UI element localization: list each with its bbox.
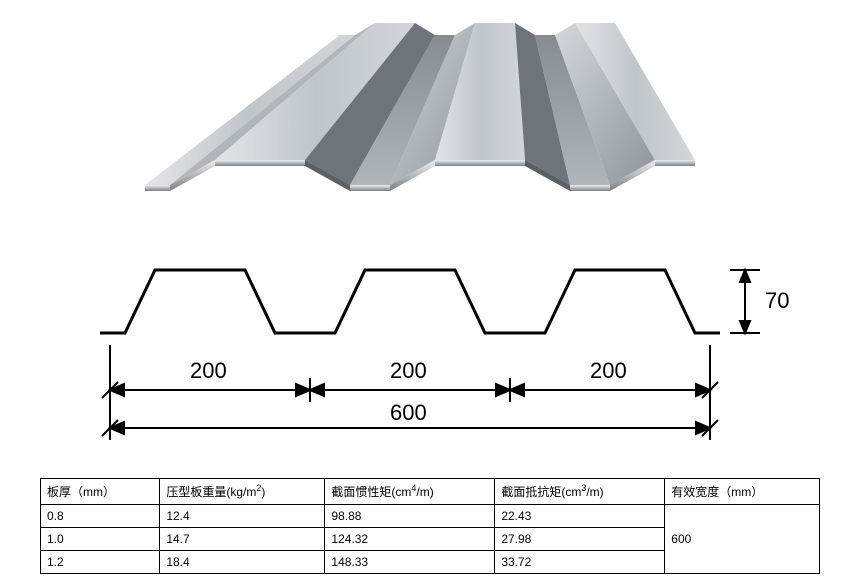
cell-weight: 12.4 [160,505,325,528]
dim-total-label: 600 [390,400,427,425]
cell-effective-width: 600 [665,505,820,574]
profile-outline [100,270,720,333]
cell-weight: 18.4 [160,551,325,574]
deck-3d [145,23,695,191]
cell-inertia: 124.32 [325,528,495,551]
col-section-modulus: 截面抵抗矩(cm3/m) [495,479,665,505]
profile-area: 70 200 200 200 [0,260,862,460]
table-row: 0.8 12.4 98.88 22.43 600 [41,505,820,528]
col-thickness: 板厚（mm） [41,479,160,505]
table-header-row: 板厚（mm） 压型板重量(kg/m2) 截面惯性矩(cm4/m) 截面抵抗矩(c… [41,479,820,505]
spec-table: 板厚（mm） 压型板重量(kg/m2) 截面惯性矩(cm4/m) 截面抵抗矩(c… [40,478,820,574]
profile-svg: 70 200 200 200 [80,260,800,470]
render-3d-svg [140,15,700,255]
col-weight: 压型板重量(kg/m2) [160,479,325,505]
col-effective-width: 有效宽度（mm） [665,479,820,505]
cell-thickness: 0.8 [41,505,160,528]
cell-modulus: 27.98 [495,528,665,551]
dim-pitch-2: 200 [390,358,427,383]
dim-pitch-1: 200 [190,358,227,383]
cell-thickness: 1.2 [41,551,160,574]
cell-modulus: 22.43 [495,505,665,528]
cell-inertia: 148.33 [325,551,495,574]
col-moment-inertia: 截面惯性矩(cm4/m) [325,479,495,505]
spec-table-area: 板厚（mm） 压型板重量(kg/m2) 截面惯性矩(cm4/m) 截面抵抗矩(c… [40,478,820,574]
dim-height [730,270,760,333]
cell-inertia: 98.88 [325,505,495,528]
cell-thickness: 1.0 [41,528,160,551]
dim-pitch-3: 200 [590,358,627,383]
render-3d-area [0,0,862,260]
dim-height-label: 70 [765,288,789,313]
cell-weight: 14.7 [160,528,325,551]
cell-modulus: 33.72 [495,551,665,574]
